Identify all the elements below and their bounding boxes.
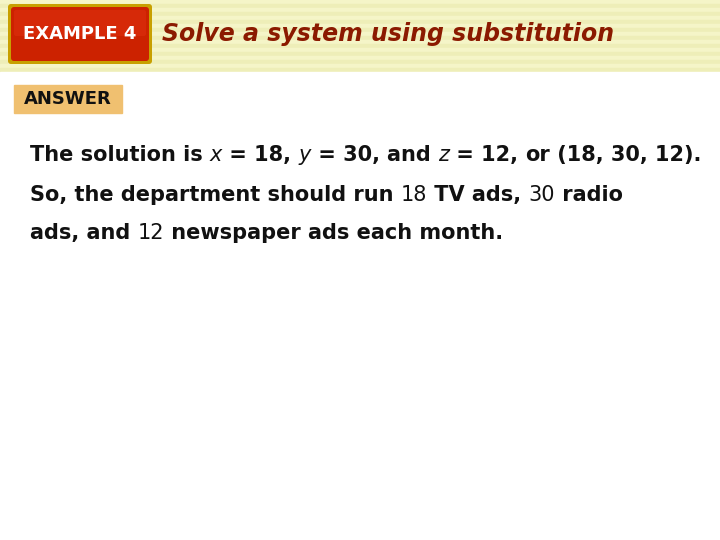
Bar: [0, 4, 720, 8]
Text: x: x: [210, 145, 222, 165]
Bar: [0, 68, 720, 72]
Text: = 18,: = 18,: [222, 145, 299, 165]
Bar: [0, 56, 720, 60]
Text: = 30,: = 30,: [311, 145, 387, 165]
Bar: [0, 20, 720, 24]
Text: So, the department should run: So, the department should run: [30, 185, 401, 205]
Text: 18: 18: [401, 185, 427, 205]
Bar: [14, 85, 122, 113]
Bar: [0, 48, 720, 52]
FancyBboxPatch shape: [11, 7, 149, 61]
Bar: [0, 44, 720, 48]
Text: y: y: [299, 145, 311, 165]
Bar: [0, 28, 720, 32]
Text: 30: 30: [528, 185, 555, 205]
Bar: [0, 72, 720, 540]
Bar: [0, 0, 720, 4]
Bar: [0, 40, 720, 44]
FancyBboxPatch shape: [14, 10, 146, 36]
Text: (18, 30, 12).: (18, 30, 12).: [550, 145, 701, 165]
Bar: [0, 52, 720, 56]
FancyBboxPatch shape: [8, 4, 152, 64]
Text: ads, and: ads, and: [30, 223, 138, 243]
Bar: [0, 64, 720, 68]
Text: EXAMPLE 4: EXAMPLE 4: [23, 25, 137, 43]
Text: = 12,: = 12,: [449, 145, 526, 165]
Text: newspaper ads each month.: newspaper ads each month.: [164, 223, 503, 243]
Bar: [0, 36, 720, 40]
Bar: [0, 60, 720, 64]
Bar: [0, 24, 720, 28]
Bar: [0, 32, 720, 36]
Bar: [0, 8, 720, 12]
Text: and: and: [387, 145, 438, 165]
Text: radio: radio: [555, 185, 623, 205]
Text: ANSWER: ANSWER: [24, 90, 112, 108]
Bar: [0, 16, 720, 20]
Text: The solution is: The solution is: [30, 145, 210, 165]
Text: or: or: [526, 145, 550, 165]
Text: z: z: [438, 145, 449, 165]
Bar: [0, 12, 720, 16]
Text: Solve a system using substitution: Solve a system using substitution: [162, 22, 614, 46]
Text: 12: 12: [138, 223, 164, 243]
Text: TV ads,: TV ads,: [427, 185, 528, 205]
